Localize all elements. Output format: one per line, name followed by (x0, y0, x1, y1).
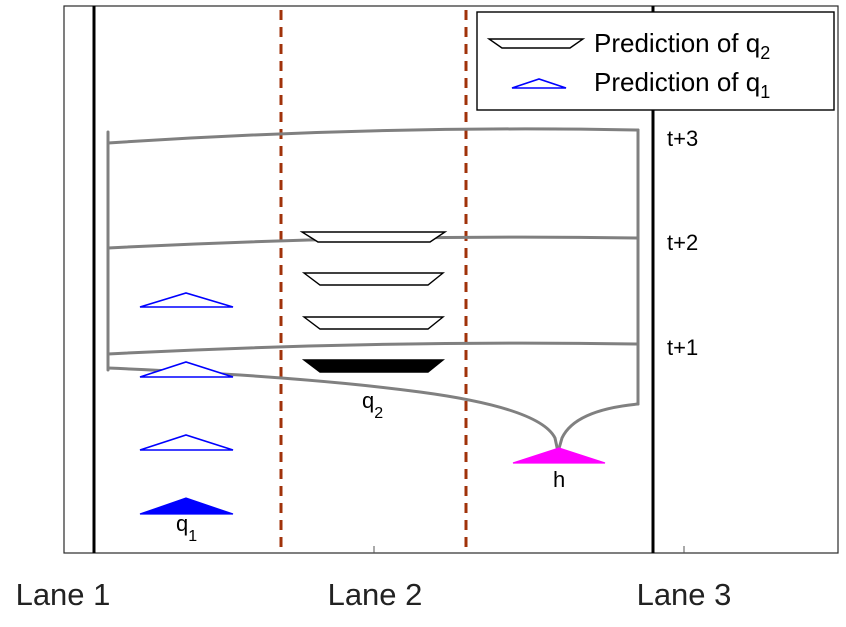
lane-label-2: Lane 2 (328, 577, 423, 612)
legend-q1-label: Prediction of q1 (594, 67, 770, 102)
q1-vehicle-label: q1 (176, 511, 197, 545)
q1-prediction-marker (139, 434, 234, 451)
legend-box (476, 11, 835, 111)
q1-prediction-marker (139, 292, 234, 308)
lane-label-3: Lane 3 (637, 577, 732, 612)
lane-label-1: Lane 1 (16, 577, 111, 612)
time-label-t2: t+2 (667, 230, 698, 255)
q1-prediction-marker (139, 361, 234, 378)
legend-q2-marker-icon (486, 38, 586, 49)
q2-prediction-marker (299, 231, 448, 243)
q1-vehicle-marker (139, 497, 234, 515)
h-vehicle-marker (512, 447, 606, 464)
time-label-t1: t+1 (667, 335, 698, 360)
q2-prediction-marker (301, 316, 445, 330)
q2-vehicle-marker (301, 359, 445, 373)
q2-vehicle-label: q2 (362, 388, 383, 422)
tree-root-right-branch (556, 402, 640, 454)
tree-level-t1 (106, 341, 640, 356)
legend: Prediction of q2 Prediction of q1 (476, 11, 835, 111)
legend-q2-label: Prediction of q2 (594, 28, 770, 63)
legend-q1-marker-icon (511, 78, 567, 89)
h-vehicle-label: h (553, 467, 565, 492)
time-label-t3: t+3 (667, 126, 698, 151)
q2-prediction-marker (301, 272, 445, 286)
tree-level-t3 (106, 127, 640, 145)
